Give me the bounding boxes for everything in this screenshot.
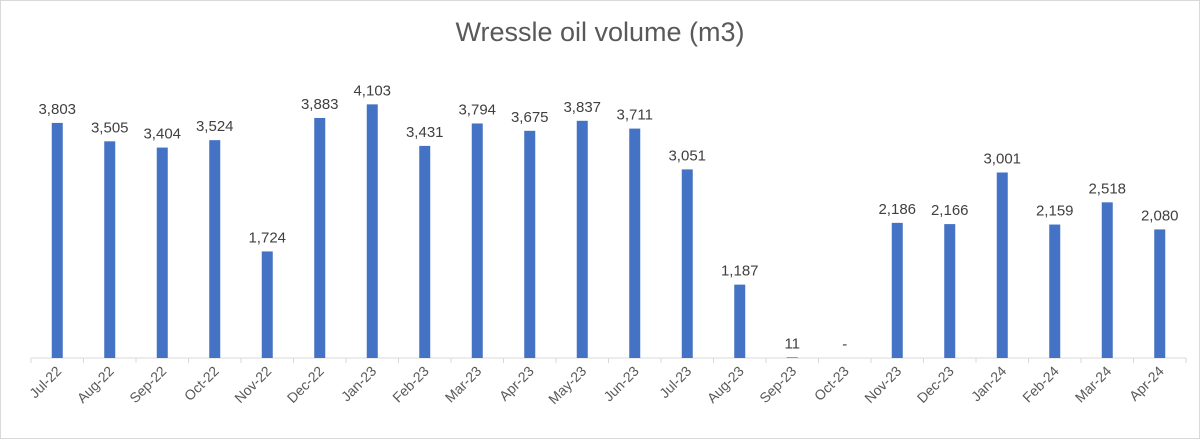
x-tick-label: Oct-23 [811, 363, 852, 404]
x-tick-label: Jul-23 [656, 363, 694, 401]
bar-aug-23 [734, 284, 746, 358]
bar-dec-22 [314, 117, 326, 359]
bar-jan-24 [996, 172, 1008, 358]
bar-apr-23 [524, 130, 536, 358]
x-tick-label: Feb-23 [389, 363, 432, 406]
data-label: - [842, 336, 847, 353]
x-tick-label: Apr-23 [496, 363, 537, 404]
x-tick-label: Apr-24 [1126, 363, 1167, 404]
x-tick-label: Nov-22 [231, 363, 274, 406]
data-label: 3,001 [983, 150, 1021, 167]
bar-feb-24 [1049, 224, 1061, 358]
data-label: 1,724 [248, 229, 286, 246]
x-tick-label: May-23 [545, 363, 589, 407]
x-tick-label: Nov-23 [861, 363, 904, 406]
x-tick-label: Dec-23 [914, 363, 957, 406]
bar-jul-22 [51, 122, 63, 358]
x-tick-label: Sep-22 [126, 363, 169, 406]
bar-aug-22 [104, 141, 116, 358]
data-label: 3,505 [91, 119, 129, 136]
x-tick-label: Jan-23 [338, 363, 380, 405]
data-label: 3,883 [301, 96, 339, 113]
x-tick-label: Feb-24 [1019, 363, 1062, 406]
bar-sep-23 [786, 357, 798, 358]
data-label: 3,404 [143, 126, 181, 143]
bar-oct-22 [209, 140, 221, 358]
data-label: 11 [784, 335, 800, 352]
x-tick-label: Mar-24 [1072, 363, 1115, 406]
bar-nov-23 [891, 222, 903, 358]
data-label: 2,159 [1036, 203, 1074, 220]
data-label: 2,186 [878, 201, 916, 218]
data-label: 3,711 [617, 107, 653, 124]
data-label: 3,051 [668, 147, 706, 164]
x-tick-label: Aug-23 [704, 363, 747, 406]
data-label: 1,187 [721, 263, 759, 280]
bar-mar-23 [471, 123, 483, 358]
data-label: 2,166 [931, 202, 969, 219]
bar-nov-22 [261, 251, 273, 358]
bar-mar-24 [1101, 202, 1113, 358]
bar-sep-22 [156, 147, 168, 358]
bar-jul-23 [681, 169, 693, 358]
x-tick-label: Mar-23 [442, 363, 485, 406]
x-tick-label: Jul-22 [26, 363, 64, 401]
data-label: 3,837 [563, 99, 601, 116]
bar-dec-23 [944, 224, 956, 358]
x-tick-label: Jan-24 [968, 363, 1010, 405]
chart-title: Wressle oil volume (m3) [455, 17, 745, 47]
bar-jun-23 [629, 128, 641, 358]
data-label: 3,675 [511, 109, 549, 126]
x-tick-label: Oct-22 [181, 363, 222, 404]
data-label: 3,431 [406, 124, 444, 141]
data-label: 3,803 [38, 101, 76, 118]
data-label: 2,518 [1088, 180, 1126, 197]
data-label: 3,524 [196, 118, 234, 135]
data-label: 4,103 [353, 82, 391, 99]
bar-apr-24 [1154, 229, 1166, 358]
data-label: 3,794 [458, 101, 496, 118]
x-tick-label: Aug-22 [74, 363, 117, 406]
bar-feb-23 [419, 145, 431, 358]
x-tick-label: Jun-23 [600, 363, 642, 405]
bar-jan-23 [366, 104, 378, 358]
bar-may-23 [576, 120, 588, 358]
x-tick-label: Dec-22 [284, 363, 327, 406]
data-label: 2,080 [1141, 207, 1179, 224]
x-tick-label: Sep-23 [756, 363, 799, 406]
